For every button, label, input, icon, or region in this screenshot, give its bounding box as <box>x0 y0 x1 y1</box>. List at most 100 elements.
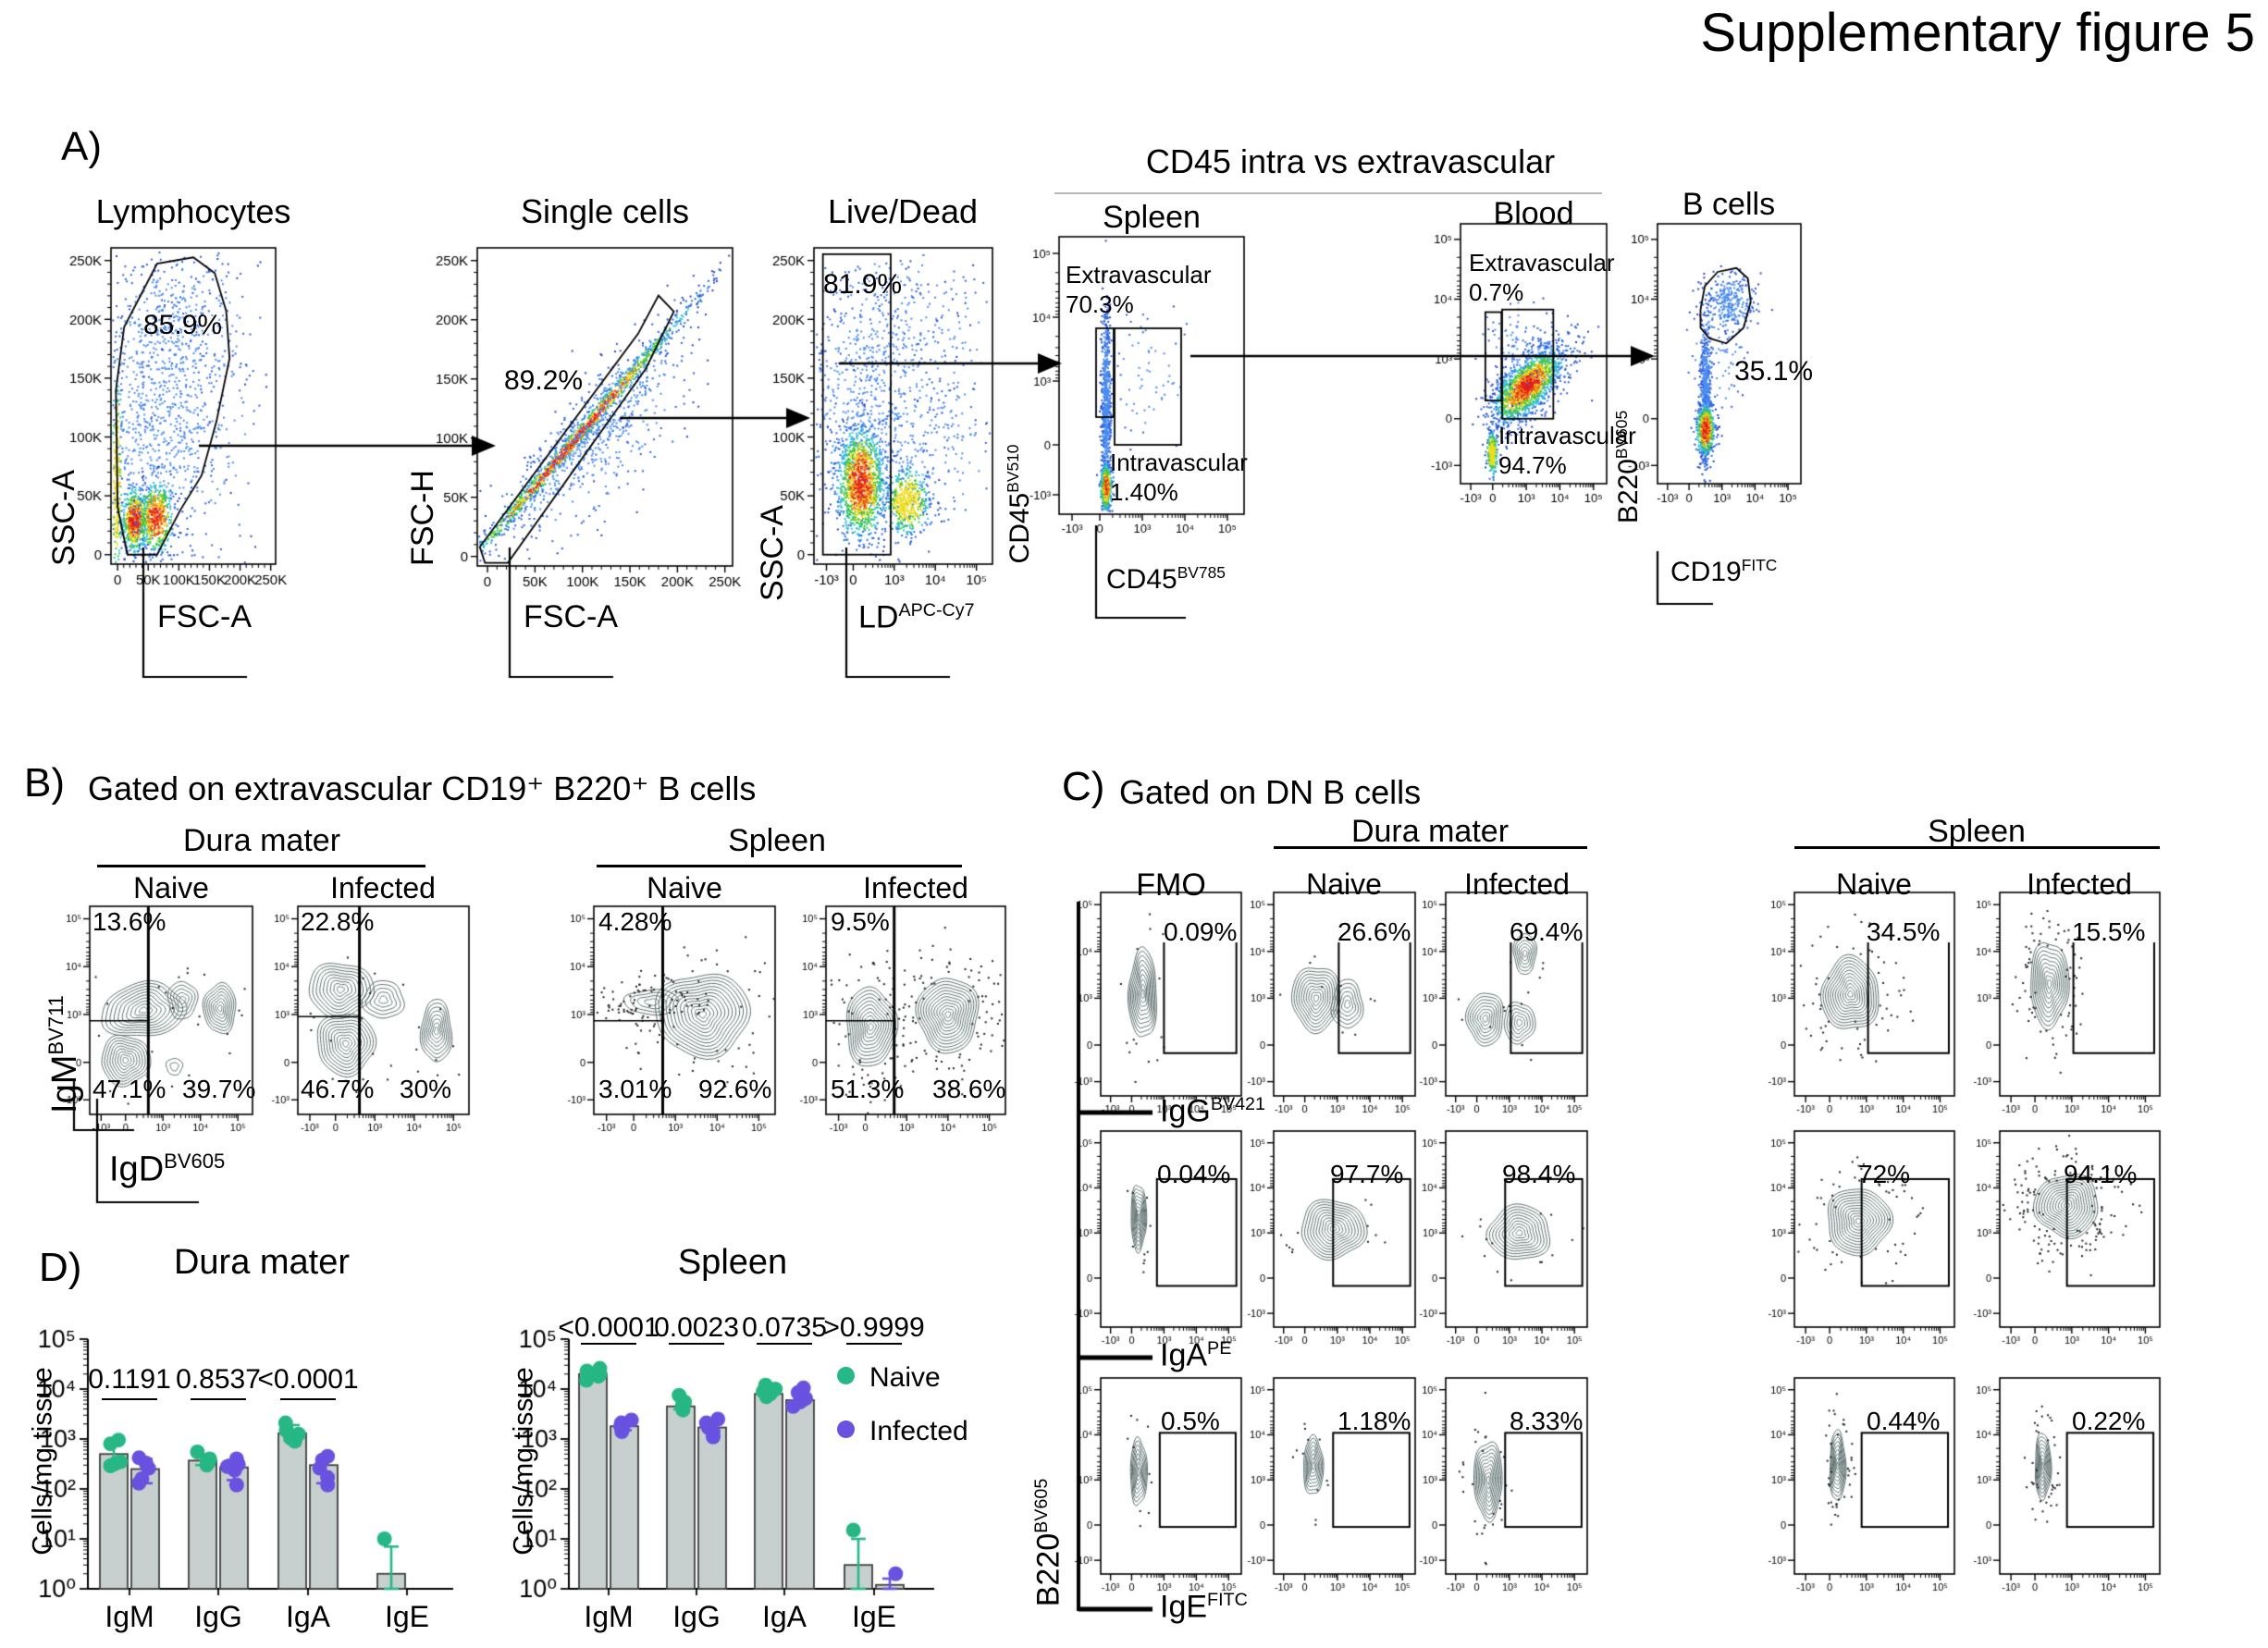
c-iga-dn-pct: 97.7% <box>1330 1160 1404 1188</box>
y-axis-label-b220-a: B220BV605 <box>1611 410 1644 523</box>
iga-base: IgA <box>1160 1337 1208 1373</box>
d-dura-title: Dura mater <box>173 1243 351 1282</box>
c-dura-infected-header: Infected <box>1464 867 1570 901</box>
x-axis-label-fsc-a-1: FSC-A <box>157 599 252 634</box>
gate-pct-single-cells: 89.2% <box>504 365 584 396</box>
y-axis-label-fsc-h: FSC-H <box>405 470 441 566</box>
spleen-extravascular-pct: 70.3% <box>1066 290 1134 318</box>
blood-intravascular-label: Intravascular <box>1498 422 1636 449</box>
c-iga-sn-pct: 72% <box>1858 1160 1911 1188</box>
b-spleen-naive-header: Naive <box>647 871 722 904</box>
d-dura-cat-igg: IgG <box>194 1600 242 1633</box>
c-fmo-header: FMO <box>1136 867 1206 903</box>
c-spleen-naive-header: Naive <box>1836 867 1912 901</box>
x-axis-label-fsc-a-2: FSC-A <box>524 599 618 634</box>
spleen-intravascular-pct: 1.40% <box>1110 478 1178 506</box>
ige-sup: FITC <box>1207 1590 1248 1610</box>
gate-pct-lymphocytes: 85.9% <box>143 310 223 340</box>
d-dura-cat-iga: IgA <box>285 1600 331 1633</box>
blood-extravascular-label: Extravascular <box>1469 249 1615 277</box>
c-igg-si-pct: 15.5% <box>2072 917 2146 946</box>
b-dn-pct-bl: 47.1% <box>92 1075 166 1103</box>
plot-title-live-dead: Live/Dead <box>827 192 979 230</box>
c-dura-naive-header: Naive <box>1306 867 1382 901</box>
d-dura-ylabel: Cells/mg tissue <box>27 1367 58 1556</box>
d-spleen-pvalue-iga: 0.0735 <box>742 1312 827 1343</box>
gate-pct-b-cells: 35.1% <box>1734 356 1814 387</box>
b-spleen-infected-header: Infected <box>863 871 968 904</box>
panel-c-label: C) <box>1062 764 1105 809</box>
d-spleen-ylabel: Cells/mg tissue <box>508 1367 539 1556</box>
c-iga-si-pct: 94.1% <box>2064 1160 2138 1188</box>
panel-c-title: Gated on DN B cells <box>1119 773 1422 811</box>
b-si-pct-tl: 9.5% <box>831 907 890 936</box>
c-ige-di-pct: 8.33% <box>1510 1407 1584 1435</box>
c-group-dura-mater: Dura mater <box>1350 814 1510 849</box>
legend-naive-label: Naive <box>869 1362 941 1393</box>
d-dura-cat-igm: IgM <box>105 1600 154 1633</box>
b220-sup-a: BV605 <box>1611 410 1631 460</box>
d-spleen-pline-ige <box>846 1343 902 1345</box>
y-axis-label-ssc-a-2: SSC-A <box>755 505 791 601</box>
d-dura-pline-igg <box>191 1398 246 1400</box>
plot-title-b-cells: B cells <box>1682 187 1776 222</box>
b-sn-pct-tl: 4.28% <box>598 907 672 936</box>
d-dura-cat-ige: IgE <box>384 1600 430 1633</box>
figure-title: Supplementary figure 5 <box>1700 3 2255 63</box>
cd45-header-underline <box>1054 192 1602 194</box>
igd-sup: BV605 <box>164 1150 226 1173</box>
b-dura-underline <box>97 865 425 867</box>
d-spleen-cat-ige: IgE <box>851 1600 897 1633</box>
panel-b-title: Gated on extravascular CD19⁺ B220⁺ B cel… <box>88 769 757 807</box>
x-axis-label-cd19: CD19FITC <box>1670 557 1777 587</box>
b-spleen-underline <box>597 865 962 867</box>
b220-sup-c: BV605 <box>1030 1478 1052 1533</box>
c-spleen-underline <box>1794 846 2160 849</box>
c-ige-sn-pct: 0.44% <box>1867 1407 1941 1435</box>
d-spleen-pline-igg <box>669 1343 724 1345</box>
cd45-785-base: CD45 <box>1106 564 1177 595</box>
blood-intravascular-pct: 94.7% <box>1498 451 1567 479</box>
spleen-extravascular-label: Extravascular <box>1066 261 1212 289</box>
b-sn-pct-bl: 3.01% <box>598 1075 672 1103</box>
x-axis-label-igd: IgDBV605 <box>109 1150 225 1189</box>
c-row-label-igg: IgGBV421 <box>1160 1094 1265 1128</box>
c-spleen-infected-header: Infected <box>2027 867 2132 901</box>
b220-base-c: B220 <box>1030 1532 1066 1607</box>
d-dura-pvalue-igg: 0.8537 <box>176 1364 261 1395</box>
y-axis-label-b220-c: B220BV605 <box>1030 1478 1066 1607</box>
c-row-label-ige: IgEFITC <box>1160 1590 1248 1624</box>
d-spleen-pvalue-ige: >0.9999 <box>823 1312 925 1343</box>
c-igg-dn-pct: 26.6% <box>1337 917 1411 946</box>
y-axis-label-cd45-bv510: CD45BV510 <box>1003 444 1035 564</box>
b-di-pct-bl: 46.7% <box>301 1075 375 1103</box>
c-dura-underline <box>1274 846 1587 849</box>
plot-title-spleen: Spleen <box>1103 200 1201 235</box>
cd45-header: CD45 intra vs extravascular <box>1145 142 1556 180</box>
d-spleen-cat-iga: IgA <box>761 1600 807 1633</box>
b-di-pct-tl: 22.8% <box>301 907 375 936</box>
d-spleen-cat-igg: IgG <box>672 1600 721 1633</box>
iga-sup: PE <box>1207 1338 1232 1359</box>
d-dura-pline-iga <box>280 1398 336 1400</box>
cd19-base: CD19 <box>1670 557 1742 587</box>
b-sn-pct-br: 92.6% <box>698 1075 772 1103</box>
b-dn-pct-br: 39.7% <box>182 1075 256 1103</box>
b-dura-infected-header: Infected <box>330 871 436 904</box>
legend-infected-label: Infected <box>869 1416 968 1446</box>
igm-sup: BV711 <box>44 995 68 1055</box>
c-ige-si-pct: 0.22% <box>2072 1407 2146 1435</box>
blood-extravascular-pct: 0.7% <box>1469 278 1524 306</box>
d-spleen-title: Spleen <box>677 1243 788 1282</box>
panel-b-label: B) <box>24 760 65 806</box>
b-si-pct-bl: 51.3% <box>831 1075 905 1103</box>
ld-base: LD <box>858 599 899 635</box>
b-di-pct-br: 30% <box>400 1075 452 1103</box>
c-igg-fmo-pct: 0.09% <box>1164 917 1238 946</box>
cd45-785-sup: BV785 <box>1177 563 1226 582</box>
igg-sup: BV421 <box>1210 1094 1265 1114</box>
cd45-510-sup: BV510 <box>1003 444 1022 493</box>
y-axis-label-igm: IgMBV711 <box>44 995 84 1113</box>
